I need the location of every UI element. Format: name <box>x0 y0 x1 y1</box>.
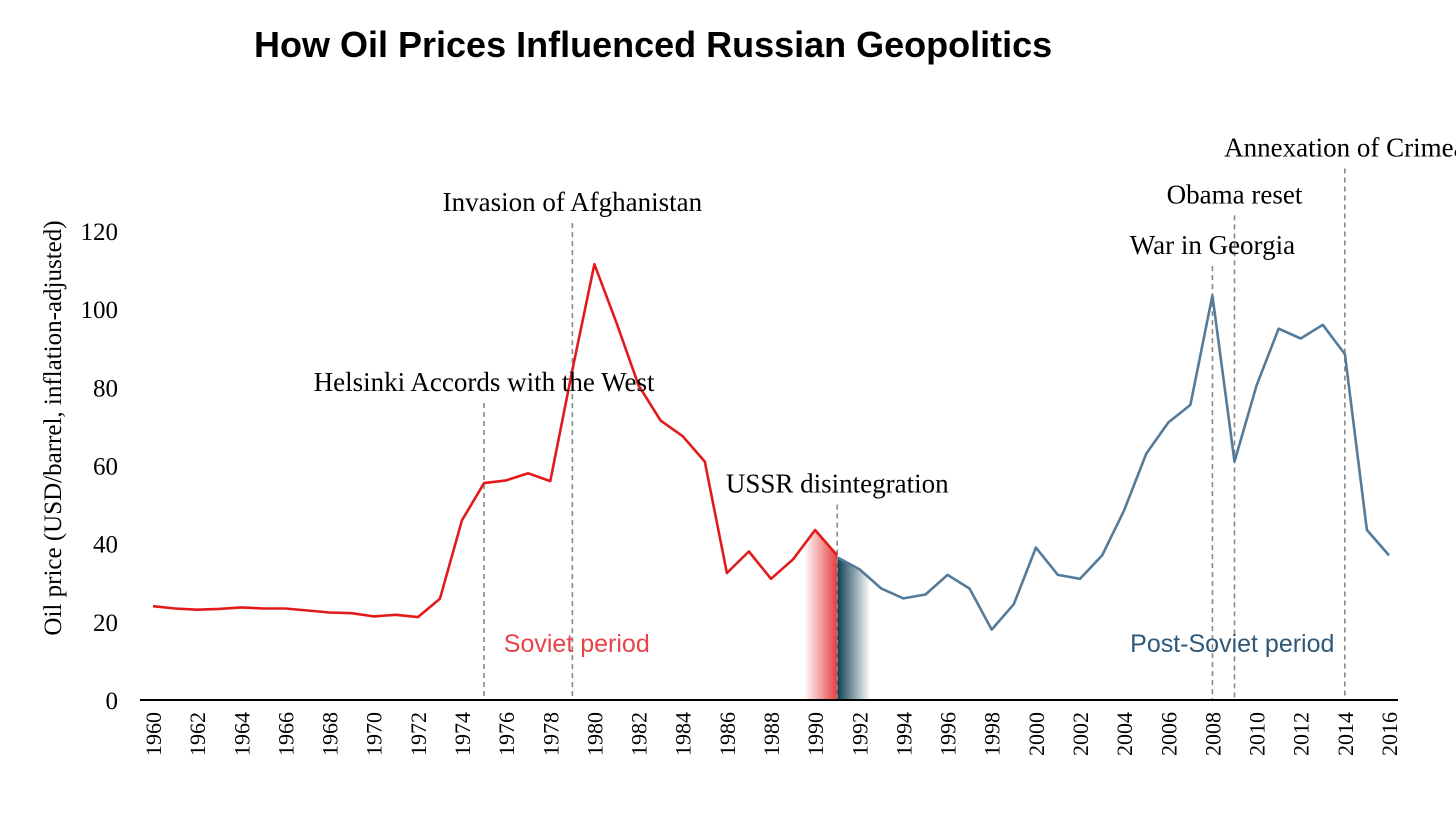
y-tick-label: 60 <box>93 454 118 481</box>
y-tick-label: 40 <box>93 532 118 559</box>
annotation-label: Helsinki Accords with the West <box>314 367 655 397</box>
annotation-label: Invasion of Afghanistan <box>443 187 703 217</box>
x-tick-label: 1992 <box>847 712 872 756</box>
x-tick-label: 1996 <box>936 712 961 756</box>
x-tick-label: 1986 <box>715 712 740 756</box>
chart-title: How Oil Prices Influenced Russian Geopol… <box>254 24 1053 65</box>
label-layer: Helsinki Accords with the West Invasion o… <box>314 132 1456 658</box>
x-tick-label: 2016 <box>1377 712 1402 756</box>
soviet-transition-area <box>804 529 838 700</box>
annotation-label: USSR disintegration <box>726 469 949 499</box>
series-layer <box>152 262 1390 631</box>
y-tick-label: 100 <box>81 297 119 324</box>
x-tick-label: 1988 <box>759 712 784 756</box>
x-tick-label: 1962 <box>185 712 210 756</box>
series-line-post-soviet <box>836 294 1390 631</box>
x-tick-label: 1978 <box>538 712 563 756</box>
y-tick-label: 80 <box>93 375 118 402</box>
x-tick-label: 1980 <box>582 712 607 756</box>
x-tick-label: 2000 <box>1024 712 1049 756</box>
x-tick-label: 1984 <box>671 712 696 756</box>
annotation-label: War in Georgia <box>1130 230 1295 260</box>
annotation-label: Obama reset <box>1167 179 1303 209</box>
x-tick-label: 1976 <box>494 712 519 756</box>
x-tick-label: 2014 <box>1333 712 1358 756</box>
x-tick-label: 1964 <box>229 712 254 756</box>
x-tick-label: 1998 <box>980 712 1005 756</box>
x-tick-label: 1974 <box>450 712 475 756</box>
annotation-layer <box>483 168 1346 700</box>
x-tick-label: 2006 <box>1156 712 1181 756</box>
x-tick-label: 1982 <box>627 712 652 756</box>
period-label: Post-Soviet period <box>1130 630 1334 658</box>
annotation-label: Annexation of Crimea <box>1224 132 1456 162</box>
post-soviet-transition-area <box>837 557 871 700</box>
x-tick-label: 2008 <box>1200 712 1225 756</box>
x-tick-label: 2010 <box>1245 712 1270 756</box>
x-tick-label: 1972 <box>406 712 431 756</box>
x-tick-label: 1960 <box>141 712 166 756</box>
x-tick-label: 2002 <box>1068 712 1093 756</box>
y-tick-label: 20 <box>93 610 118 637</box>
series-line-soviet <box>152 262 839 619</box>
y-tick-label: 0 <box>106 688 119 715</box>
x-tick-label: 1966 <box>273 712 298 756</box>
x-tick-label: 1970 <box>362 712 387 756</box>
x-tick-label: 1968 <box>318 712 343 756</box>
x-tick-label: 2004 <box>1112 712 1137 756</box>
period-label: Soviet period <box>504 630 650 658</box>
y-tick-label: 120 <box>81 219 119 246</box>
axes-layer: 0 20 40 60 80 100 120 1960 1962 1964 1966 1968 1970 1… <box>81 219 1403 756</box>
x-tick-label: 1990 <box>803 712 828 756</box>
x-tick-label: 2012 <box>1289 712 1314 756</box>
x-tick-label: 1994 <box>891 712 916 756</box>
